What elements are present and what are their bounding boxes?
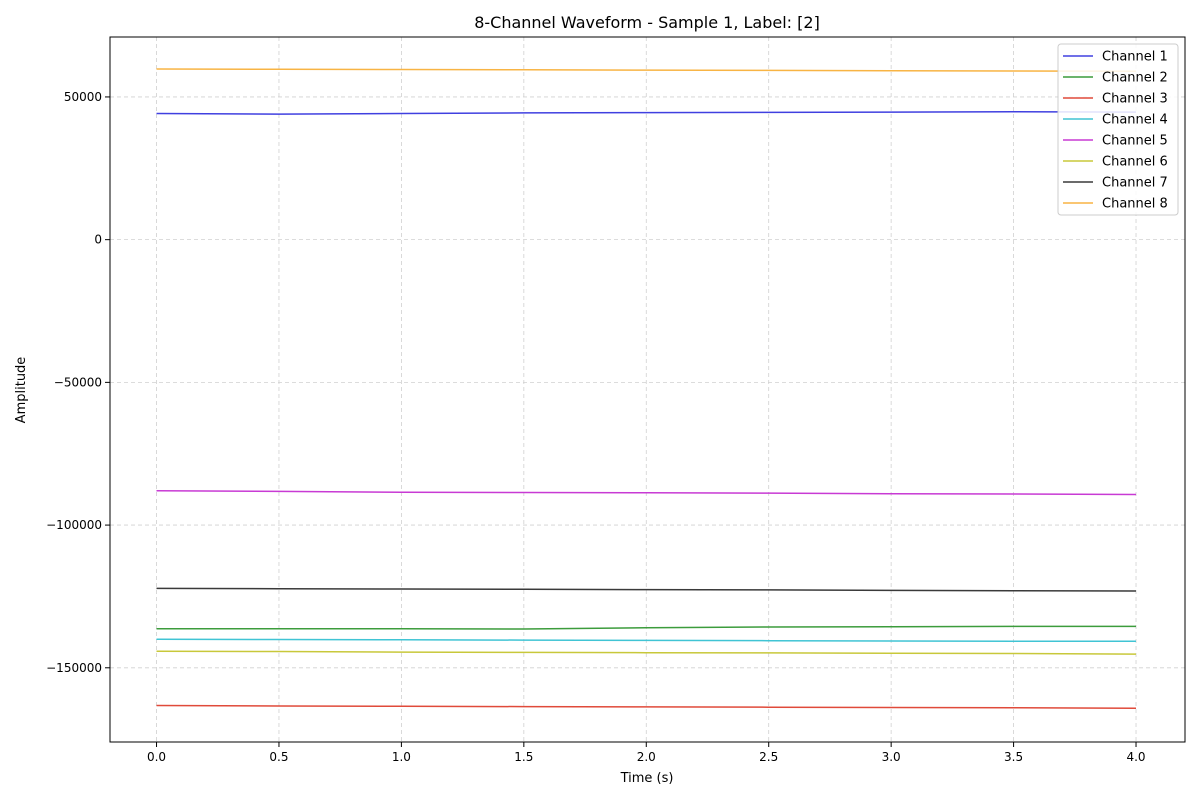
series-line-channel-7 [156, 587, 1137, 592]
legend-label: Channel 5 [1102, 134, 1168, 149]
legend-label: Channel 6 [1102, 155, 1168, 170]
x-tick-label: 1.0 [392, 750, 411, 764]
x-tick-label: 4.0 [1126, 750, 1145, 764]
legend-label: Channel 8 [1102, 197, 1168, 212]
y-axis-ticks: −150000 −100000 −50000 0 50000 [46, 90, 110, 675]
plot-frame [109, 36, 1186, 743]
y-tick-label: 0 [94, 233, 102, 247]
x-tick-label: 2.0 [637, 750, 656, 764]
chart-title: 8-Channel Waveform - Sample 1, Label: [2… [474, 13, 820, 32]
legend-label: Channel 1 [1102, 50, 1168, 65]
series-line-channel-8 [156, 68, 1137, 73]
y-tick-label: 50000 [64, 90, 102, 104]
series-line-channel-2 [156, 625, 1136, 630]
y-tick-label: −50000 [54, 375, 102, 389]
legend-label: Channel 2 [1102, 71, 1168, 86]
series-lines [156, 68, 1137, 710]
x-tick-label: 3.5 [1004, 750, 1023, 764]
x-axis-label: Time (s) [620, 771, 674, 786]
x-tick-label: 0.0 [147, 750, 166, 764]
y-tick-label: −100000 [46, 518, 102, 532]
x-axis-ticks: 0.0 0.5 1.0 1.5 2.0 2.5 3.0 3.5 4.0 [147, 742, 1146, 764]
y-axis-label: Amplitude [14, 357, 29, 424]
series-line-channel-4 [156, 638, 1136, 642]
x-tick-label: 1.5 [514, 750, 533, 764]
x-tick-label: 3.0 [882, 750, 901, 764]
legend-box [1057, 43, 1179, 216]
series-line-channel-3 [156, 704, 1137, 710]
grid-lines [110, 37, 1185, 742]
legend: Channel 1 Channel 2 Channel 3 Channel 4 Chan… [1057, 43, 1179, 216]
series-line-channel-6 [156, 650, 1137, 655]
legend-label: Channel 3 [1102, 92, 1168, 107]
series-line-channel-1 [156, 111, 1137, 115]
legend-label: Channel 7 [1102, 176, 1168, 191]
x-tick-label: 0.5 [269, 750, 288, 764]
legend-label: Channel 4 [1102, 113, 1168, 128]
y-tick-label: −150000 [46, 661, 102, 675]
x-tick-label: 2.5 [759, 750, 778, 764]
series-line-channel-5 [156, 490, 1137, 496]
